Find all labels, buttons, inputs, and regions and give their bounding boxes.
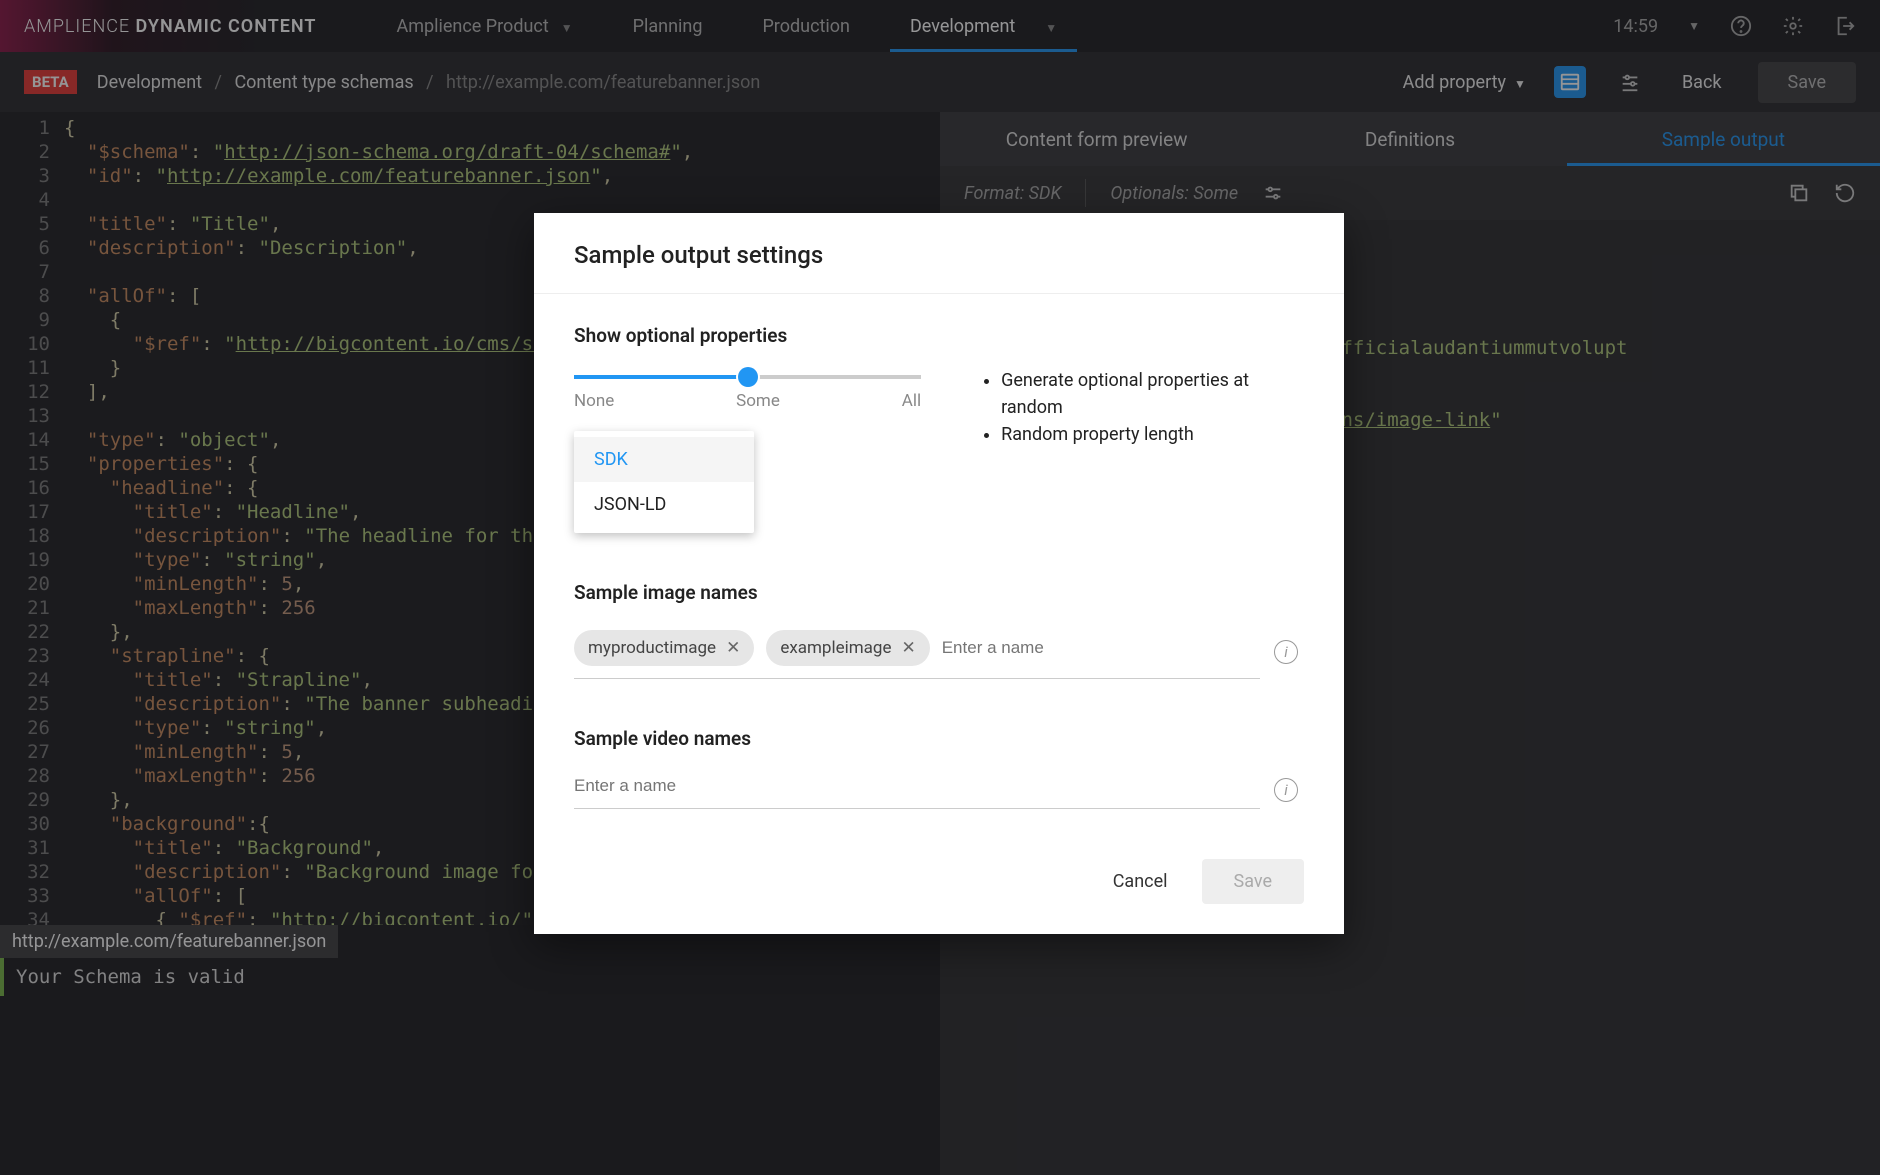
optional-slider[interactable] (574, 375, 921, 379)
info-icon[interactable]: i (1274, 640, 1298, 664)
video-names-field[interactable] (574, 770, 1260, 809)
image-names-title: Sample image names (574, 581, 1304, 604)
video-name-input[interactable] (574, 776, 1260, 796)
modal-title: Sample output settings (534, 213, 1344, 294)
slider-label-all: All (902, 391, 921, 411)
dropdown-option-sdk[interactable]: SDK (574, 437, 754, 482)
info-icon[interactable]: i (1274, 778, 1298, 802)
dropdown-option-jsonld[interactable]: JSON-LD (574, 482, 754, 527)
slider-label-none: None (574, 391, 614, 411)
slider-thumb[interactable] (738, 367, 758, 387)
chip-myproductimage: myproductimage✕ (574, 630, 754, 666)
save-button-modal[interactable]: Save (1202, 859, 1305, 904)
optional-properties-title: Show optional properties (574, 324, 1304, 347)
video-names-title: Sample video names (574, 727, 1304, 750)
chip-exampleimage: exampleimage✕ (766, 630, 929, 666)
slider-description: Generate optional properties at random R… (981, 367, 1304, 533)
slider-label-some: Some (736, 391, 780, 411)
close-icon[interactable]: ✕ (726, 638, 740, 658)
sample-output-settings-modal: Sample output settings Show optional pro… (534, 213, 1344, 934)
format-dropdown: SDK JSON-LD (574, 431, 754, 533)
image-names-field[interactable]: myproductimage✕ exampleimage✕ (574, 624, 1260, 679)
close-icon[interactable]: ✕ (901, 638, 915, 658)
image-name-input[interactable] (942, 638, 1260, 658)
cancel-button[interactable]: Cancel (1099, 861, 1182, 902)
